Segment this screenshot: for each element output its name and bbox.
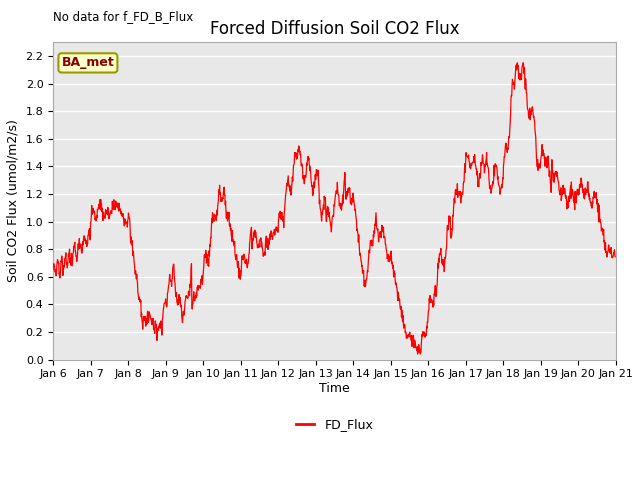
- Y-axis label: Soil CO2 Flux (umol/m2/s): Soil CO2 Flux (umol/m2/s): [7, 120, 20, 282]
- Text: BA_met: BA_met: [61, 57, 115, 70]
- Text: No data for f_FD_B_Flux: No data for f_FD_B_Flux: [53, 10, 193, 23]
- Title: Forced Diffusion Soil CO2 Flux: Forced Diffusion Soil CO2 Flux: [209, 20, 459, 38]
- Legend: FD_Flux: FD_Flux: [291, 413, 378, 436]
- X-axis label: Time: Time: [319, 382, 349, 395]
